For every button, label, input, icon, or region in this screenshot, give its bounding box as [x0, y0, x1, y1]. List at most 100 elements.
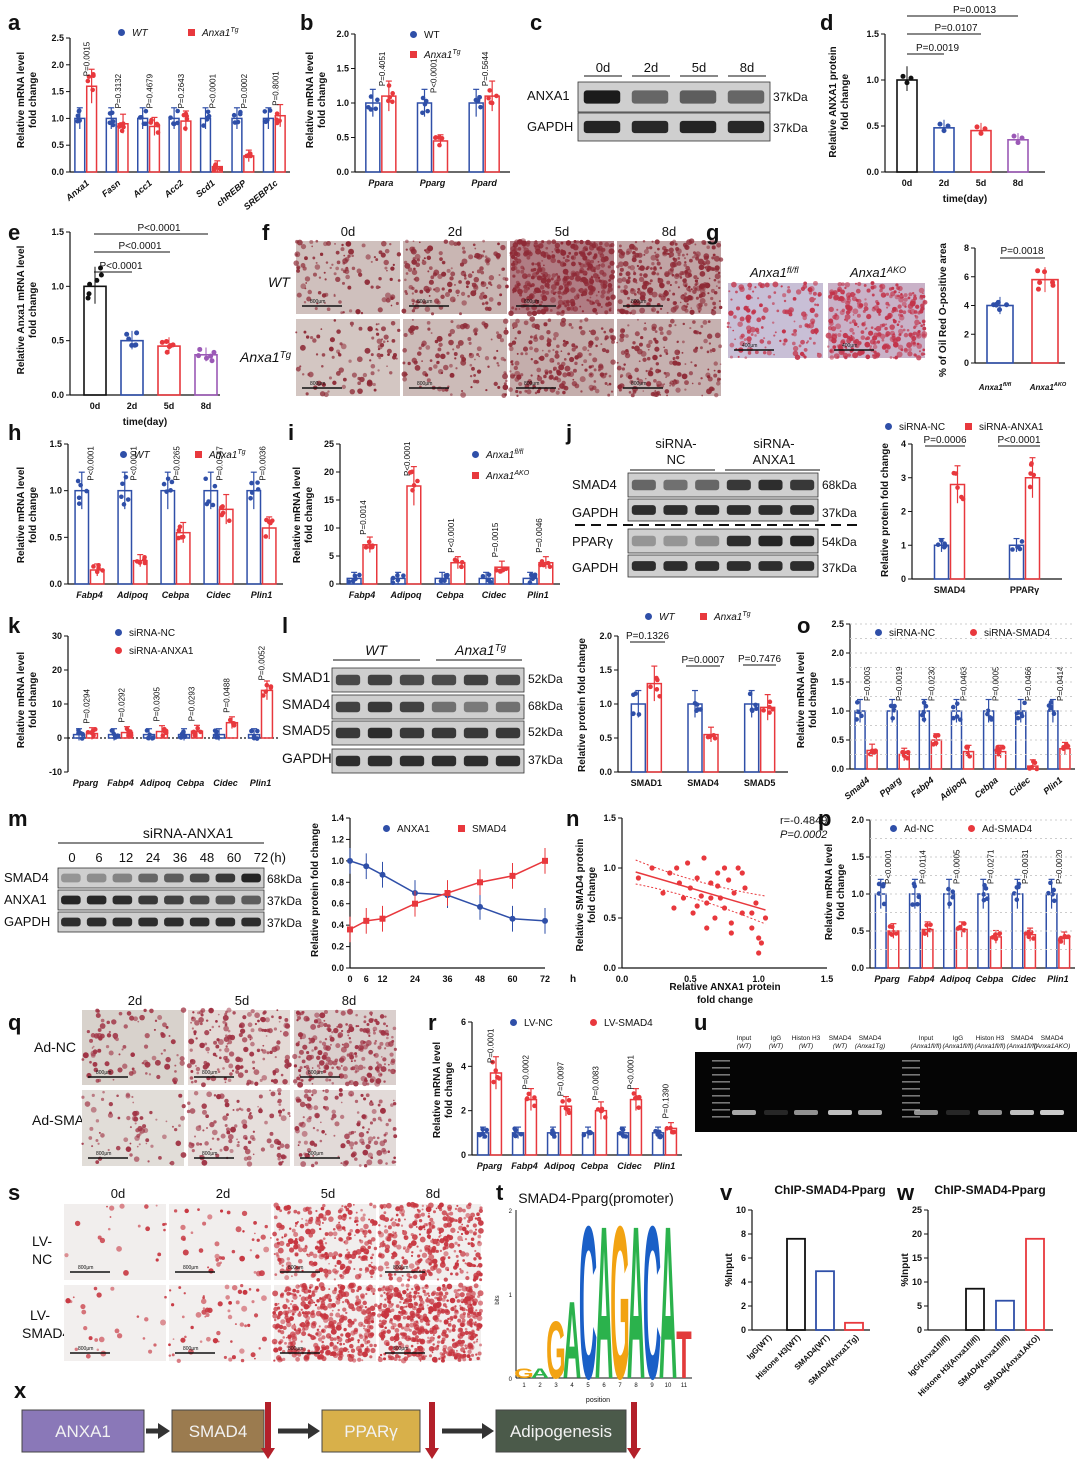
stained-cell — [594, 388, 600, 394]
stained-cell — [557, 299, 564, 306]
stained-cell — [587, 285, 590, 289]
stained-cell — [573, 272, 578, 277]
stained-cell — [650, 254, 657, 261]
stained-cell — [607, 286, 613, 293]
data-point — [932, 733, 938, 739]
data-point — [477, 95, 483, 100]
stained-cell — [746, 318, 750, 323]
stained-cell — [341, 1226, 346, 1230]
stained-cell — [539, 355, 545, 361]
stained-cell — [672, 360, 678, 366]
stained-cell — [684, 244, 689, 250]
stained-cell — [324, 278, 327, 281]
stained-cell — [631, 346, 635, 349]
stained-cell — [716, 242, 722, 248]
stained-cell — [205, 1126, 209, 1130]
stained-cell — [750, 333, 754, 336]
stained-cell — [572, 368, 577, 373]
data-point — [859, 713, 864, 719]
stained-cell — [154, 1059, 161, 1066]
stained-cell — [698, 264, 705, 271]
data-point — [957, 717, 963, 722]
stained-cell — [100, 1018, 105, 1023]
stained-cell — [314, 1012, 320, 1018]
stained-cell — [624, 349, 630, 355]
scale-bar-label: 800μm — [308, 1151, 323, 1157]
stained-cell — [605, 302, 609, 306]
x-axis-label: time(day) — [123, 417, 167, 428]
blot-band — [189, 917, 210, 927]
stained-cell — [343, 1042, 350, 1049]
blot-strip — [331, 694, 525, 720]
stained-cell — [227, 1134, 234, 1140]
blot-strip — [627, 528, 819, 554]
stained-cell — [381, 240, 387, 247]
blot-band — [431, 755, 457, 767]
y-axis-label: fold change — [840, 74, 851, 131]
panel-label-i: i — [288, 420, 294, 445]
stained-cell — [368, 1218, 371, 1221]
p-value-label: P=0.0265 — [173, 446, 182, 481]
blot-band — [431, 701, 457, 713]
stained-cell — [710, 351, 712, 353]
data-point — [1004, 302, 1010, 308]
stained-cell — [341, 243, 344, 247]
stained-cell — [373, 1042, 377, 1045]
y-tick-label: 1.0 — [51, 113, 64, 123]
stained-cell — [301, 1130, 308, 1137]
stained-cell — [253, 1313, 259, 1318]
stained-cell — [362, 1213, 366, 1217]
stained-cell — [526, 389, 532, 395]
stained-cell — [81, 1142, 84, 1146]
stained-cell — [269, 1050, 273, 1055]
stained-cell — [333, 1027, 339, 1034]
stained-cell — [282, 1030, 289, 1037]
stained-cell — [340, 1143, 346, 1149]
stained-cell — [689, 296, 693, 300]
stained-cell — [332, 380, 337, 385]
stained-cell — [358, 1273, 362, 1277]
stained-cell — [367, 1152, 373, 1158]
data-point — [390, 575, 396, 581]
y-axis-label: fold change — [836, 864, 847, 921]
stained-cell — [739, 335, 744, 340]
stained-cell — [143, 1127, 149, 1133]
stained-cell — [341, 1204, 344, 1208]
stained-cell — [852, 314, 855, 316]
stained-cell — [378, 1099, 383, 1104]
stained-cell — [552, 366, 557, 371]
stained-cell — [695, 346, 699, 350]
stained-cell — [208, 1007, 214, 1014]
stained-cell — [326, 1269, 332, 1275]
stained-cell — [335, 371, 341, 376]
label-superscript: AKO — [1053, 382, 1067, 388]
stained-cell — [277, 1146, 281, 1150]
p-value-label: P<0.0001 — [884, 849, 893, 884]
stained-cell — [332, 1227, 336, 1231]
stained-cell — [311, 1262, 315, 1267]
stained-cell — [774, 331, 777, 334]
y-tick-label: 6 — [964, 272, 969, 282]
stained-cell — [343, 1240, 349, 1245]
stained-cell — [367, 1136, 374, 1142]
stained-cell — [337, 1155, 340, 1158]
stained-cell — [375, 323, 378, 326]
gel-band — [978, 1110, 1002, 1115]
micrograph — [169, 1285, 271, 1361]
stained-cell — [315, 353, 319, 356]
stained-cell — [885, 349, 889, 353]
stained-cell — [239, 1322, 245, 1327]
stained-cell — [749, 326, 756, 333]
stained-cell — [484, 326, 488, 330]
stained-cell — [453, 242, 458, 246]
stained-cell — [199, 1340, 203, 1343]
stained-cell — [308, 1041, 311, 1044]
scale-bar-label: 800μm — [183, 1265, 198, 1271]
data-point — [237, 111, 243, 117]
stained-cell — [363, 1223, 369, 1230]
stained-cell — [109, 1111, 112, 1115]
x-tick-label: 0d — [90, 401, 101, 411]
data-point — [208, 353, 214, 359]
legend-label: WT — [424, 30, 440, 41]
stained-cell — [188, 1038, 195, 1045]
